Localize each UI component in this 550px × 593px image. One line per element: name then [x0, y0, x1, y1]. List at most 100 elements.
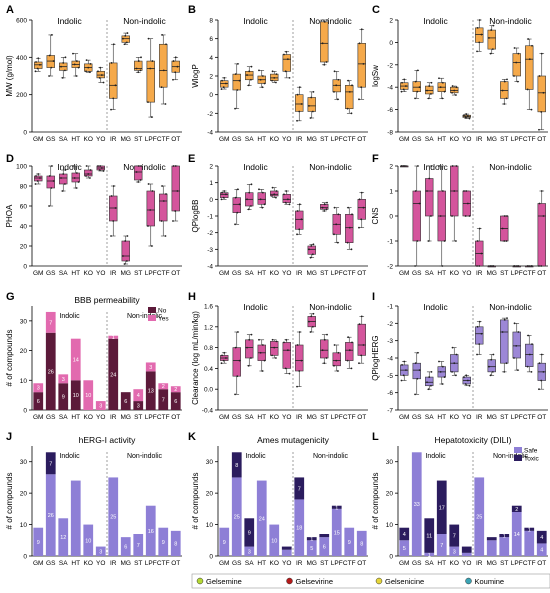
- data-point: [222, 359, 225, 362]
- bar-toxic-st: [499, 534, 510, 538]
- y-tick-label: 10: [386, 522, 394, 529]
- data-point: [285, 190, 288, 192]
- panel-a: 0 200 400 600 MW (g/mol) GM GS SA HT KO YO IR MG ST LP…: [5, 16, 182, 143]
- data-point: [310, 96, 313, 99]
- box-body: [71, 172, 80, 183]
- y-tick-label: -6: [387, 390, 393, 397]
- data-point: [309, 117, 312, 119]
- y-tick-label: 30: [386, 459, 394, 466]
- box-body: [282, 54, 291, 72]
- data-point: [350, 367, 353, 370]
- x-tick-label-gm: GM: [33, 136, 43, 143]
- panel-k: 0 10 20 30 # of compounds GM GS SA HT KO YO IR MG ST L…: [191, 435, 368, 567]
- x-tick-label-ot: OT: [171, 560, 180, 567]
- box-body: [320, 21, 329, 63]
- data-point: [100, 74, 103, 76]
- box-body: [512, 331, 521, 359]
- data-point: [261, 86, 264, 89]
- y-tick-label: 40: [20, 224, 28, 231]
- data-point: [298, 86, 301, 89]
- data-point: [416, 165, 419, 167]
- data-point: [89, 177, 91, 179]
- data-point: [161, 34, 164, 36]
- data-point: [351, 213, 353, 216]
- bar-safe-st: [499, 537, 510, 556]
- x-tick-label-ot: OT: [171, 136, 180, 143]
- box-st: [134, 165, 143, 183]
- group-label-non-indolic: Non-indolic: [489, 16, 532, 26]
- x-tick-label-gm: GM: [219, 270, 229, 277]
- data-point: [50, 187, 53, 189]
- data-point: [538, 388, 540, 391]
- data-point: [455, 86, 458, 89]
- x-tick-label-ko: KO: [450, 560, 459, 567]
- y-tick-label: -5: [387, 373, 393, 380]
- box-ir: [295, 86, 304, 122]
- data-point: [236, 211, 239, 214]
- data-point: [466, 202, 469, 205]
- bar-toxic-yo: [281, 546, 292, 550]
- data-point: [323, 20, 326, 23]
- data-point: [453, 362, 456, 365]
- x-tick-label-mg: MG: [487, 270, 497, 277]
- x-tick-label-ctf: CTF: [343, 560, 356, 567]
- data-point: [275, 196, 277, 199]
- data-point: [250, 357, 252, 359]
- data-point: [441, 97, 444, 100]
- data-point: [489, 52, 492, 55]
- x-tick-label-yo: YO: [96, 270, 105, 277]
- bar-label: 9: [248, 530, 251, 536]
- data-point: [275, 81, 277, 84]
- data-point: [488, 365, 490, 368]
- data-point: [336, 241, 339, 244]
- bar-no-gm: [33, 392, 44, 410]
- box-ctf: [345, 79, 354, 115]
- data-point: [222, 196, 225, 199]
- bar-label: 16: [148, 529, 154, 535]
- data-point: [506, 78, 508, 81]
- y-tick-label: -2: [387, 321, 393, 328]
- data-point: [516, 80, 519, 83]
- x-tick-label-gm: GM: [33, 270, 43, 277]
- box-body: [525, 343, 534, 367]
- y-tick-label: 600: [16, 18, 27, 25]
- group-label-indolic: Indolic: [243, 302, 268, 312]
- bar-label: 9: [348, 540, 351, 546]
- data-point: [501, 331, 504, 333]
- box-body: [357, 323, 366, 356]
- legend-swatch: [514, 455, 522, 461]
- data-point: [87, 66, 90, 69]
- box-body: [220, 80, 229, 88]
- bar-label: 2: [174, 387, 177, 393]
- x-tick-label-ir: IR: [296, 560, 303, 567]
- legend-label-koumine: Koumine: [475, 577, 505, 586]
- data-point: [310, 315, 313, 318]
- panel-g: 0 10 20 30 # of compounds GM GS SA HT KO YO IR MG ST L…: [5, 295, 182, 421]
- x-tick-label-lpf: LPF: [145, 136, 157, 143]
- data-point: [439, 215, 442, 217]
- bar-safe-ko: [83, 524, 94, 556]
- data-point: [298, 228, 301, 231]
- data-point: [430, 384, 432, 387]
- x-tick-label-gs: GS: [412, 560, 422, 567]
- box-body: [345, 342, 354, 361]
- box-mg: [121, 32, 130, 46]
- box-body: [282, 342, 291, 369]
- data-point: [506, 317, 508, 320]
- data-point: [540, 265, 543, 267]
- data-point: [250, 78, 252, 81]
- box-body: [146, 190, 155, 227]
- bar-toxic-gs: [231, 452, 242, 478]
- data-point: [478, 41, 481, 44]
- box-gm: [220, 76, 229, 90]
- data-point: [250, 65, 253, 68]
- box-body: [171, 165, 180, 212]
- bar-label: 24: [110, 372, 116, 378]
- x-tick-label-mg: MG: [121, 560, 131, 567]
- data-point: [347, 79, 350, 82]
- x-tick-label-ko: KO: [270, 270, 279, 277]
- data-point: [150, 245, 153, 247]
- data-point: [414, 362, 417, 365]
- group-label-indolic: Indolic: [245, 453, 266, 460]
- x-tick-label-ht: HT: [71, 414, 80, 421]
